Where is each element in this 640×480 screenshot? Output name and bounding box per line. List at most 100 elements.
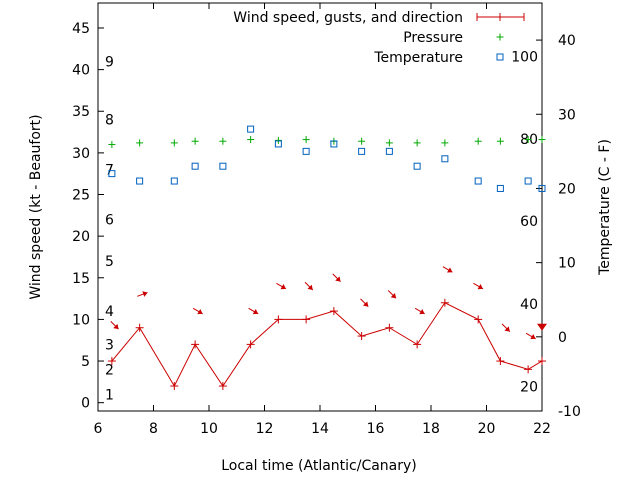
y-axis-left: 0 5 10 15 20 25 30 35 40 45: [72, 21, 104, 412]
y-tick-label: 15: [72, 271, 90, 287]
pressure-point: [219, 137, 227, 145]
series-2: [108, 136, 546, 149]
gust-arrow: [276, 282, 287, 290]
wind-point: [413, 340, 422, 349]
gust-arrowhead: [252, 308, 259, 315]
temperature-point: [413, 162, 421, 170]
y2-axis-label: Temperature (C - F): [597, 139, 613, 276]
gust-arrows: [110, 266, 547, 340]
legend-label: Pressure: [403, 30, 463, 46]
temperature-point: [538, 184, 546, 192]
series-layer: [107, 125, 546, 391]
legend: Wind speed, gusts, and direction Pressure…: [233, 10, 525, 66]
gust-arrow: [110, 320, 119, 330]
pressure-point: [385, 139, 393, 147]
gust-arrow: [332, 273, 341, 283]
y-tick-label: 25: [72, 188, 90, 204]
gust-arrowhead: [504, 326, 510, 332]
pressure-point: [302, 136, 310, 144]
pressure-point: [274, 136, 282, 144]
pressure-point: [247, 136, 255, 144]
y-tick-label: 40: [72, 63, 90, 79]
beaufort-label: 3: [105, 337, 114, 353]
temperature-point: [385, 147, 393, 155]
gust-arrowhead: [113, 323, 119, 330]
y2-tick-label: 10: [558, 256, 576, 272]
pressure-point: [136, 139, 144, 147]
pressure-point: [358, 137, 366, 145]
temperature-point: [108, 170, 116, 178]
wind-point: [107, 357, 116, 366]
y-tick-label: 45: [72, 21, 90, 37]
temperature-point: [247, 125, 255, 133]
temperature-point: [524, 177, 532, 185]
temperature-point: [136, 177, 144, 185]
beaufort-label: 8: [105, 113, 114, 129]
wind-point: [191, 340, 200, 349]
wind-point: [246, 340, 255, 349]
x-tick-label: 20: [478, 421, 496, 437]
gust-arrow: [473, 282, 484, 290]
wind-point: [474, 315, 483, 324]
y2-tick-label: 30: [558, 107, 576, 123]
x-tick-label: 8: [149, 421, 158, 437]
gust-arrowhead: [142, 291, 148, 297]
beaufort-label: 2: [105, 362, 114, 378]
x-tick-label: 14: [311, 421, 329, 437]
fahrenheit-label: 20: [520, 380, 538, 396]
series-3: [108, 125, 546, 192]
x-tick-label: 22: [533, 421, 551, 437]
gust-arrowhead: [197, 308, 203, 315]
gust-arrowhead: [477, 284, 483, 290]
temperature-point: [474, 177, 482, 185]
legend-label: Wind speed, gusts, and direction: [233, 10, 463, 26]
wind-point: [440, 298, 449, 307]
beaufort-label: 9: [105, 54, 114, 70]
y2-tick-label: -10: [558, 404, 581, 420]
wind-point: [385, 323, 394, 332]
x-tick-label: 16: [367, 421, 385, 437]
legend-label: Temperature: [373, 50, 463, 66]
x-tick-label: 6: [94, 421, 103, 437]
pressure-point: [474, 137, 482, 145]
gust-arrowhead: [390, 293, 397, 299]
temperature-point: [358, 147, 366, 155]
wind-point: [302, 315, 311, 324]
y-tick-label: 30: [72, 146, 90, 162]
y-axis-right: -10 0 10 20 30 40: [536, 33, 581, 420]
temperature-point: [170, 177, 178, 185]
gust-arrow: [137, 291, 148, 297]
temperature-point: [274, 140, 282, 148]
gust-arrowhead: [419, 308, 425, 315]
gust-arrowhead: [335, 276, 341, 282]
beaufort-label: 6: [105, 212, 114, 228]
gust-arrowhead: [307, 284, 313, 290]
wind-point: [357, 332, 366, 341]
wind-point: [135, 323, 144, 332]
wind-point: [496, 357, 505, 366]
pressure-point: [524, 136, 532, 144]
y-tick-label: 20: [72, 229, 90, 245]
wind-point: [524, 365, 533, 374]
y-tick-label: 5: [81, 354, 90, 370]
pressure-point: [538, 136, 546, 144]
pressure-point: [170, 139, 178, 147]
gust-arrow: [387, 290, 397, 299]
x-tick-label: 10: [200, 421, 218, 437]
gust-arrow: [537, 323, 547, 331]
wind-point: [274, 315, 283, 324]
pressure-point: [413, 139, 421, 147]
x-tick-label: 18: [422, 421, 440, 437]
temperature-point: [191, 162, 199, 170]
temperature-point: [219, 162, 227, 170]
plot-frame: [97, 2, 543, 412]
wind-point: [329, 307, 338, 316]
gust-arrow: [192, 307, 203, 315]
gust-arrowhead: [362, 301, 369, 307]
beaufort-label: 5: [105, 254, 114, 270]
x-axis-label: Local time (Atlantic/Canary): [221, 458, 417, 474]
gust-arrow: [360, 298, 369, 307]
temperature-point: [496, 184, 504, 192]
gust-arrow: [501, 323, 511, 332]
